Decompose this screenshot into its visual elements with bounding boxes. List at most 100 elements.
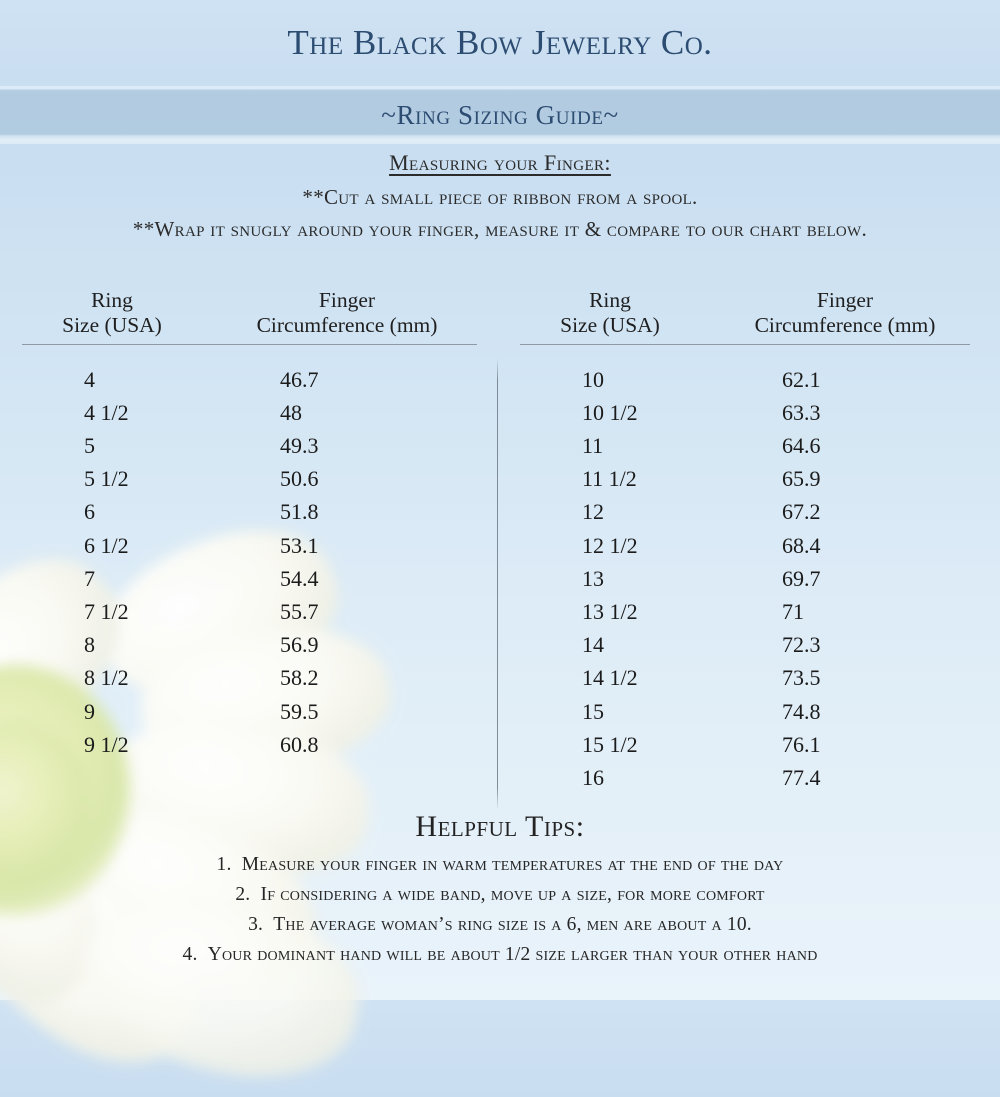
- column-header-circumference-line1: Finger: [816, 288, 874, 312]
- cell-ring-size: 15 1/2: [582, 731, 638, 757]
- tip-number: 1.: [216, 854, 242, 875]
- cell-circumference: 55.7: [280, 599, 319, 625]
- column-header-ring-size-line1: Ring: [589, 288, 631, 312]
- company-title: The Black Bow Jewelry Co.: [287, 23, 713, 62]
- table-row: 11 1/2 65.9: [520, 466, 990, 499]
- column-header-ring-size-line2: Size (USA): [560, 313, 660, 338]
- cell-ring-size: 14 1/2: [582, 665, 638, 691]
- table-row: 10 1/2 63.3: [520, 400, 990, 433]
- table-row: 12 1/2 68.4: [520, 533, 990, 566]
- column-header-ring-size: Ring Size (USA): [22, 288, 202, 339]
- tip-number: 3.: [248, 914, 274, 935]
- cell-circumference: 71: [782, 599, 804, 625]
- column-header-circumference-line1: Finger: [318, 288, 376, 312]
- cell-ring-size: 12: [582, 499, 604, 525]
- cell-circumference: 74.8: [782, 698, 821, 724]
- banner-title: ~Ring Sizing Guide~: [381, 99, 619, 130]
- table-row: 14 1/2 73.5: [520, 665, 990, 698]
- helpful-tips-heading: Helpful Tips:: [415, 810, 585, 843]
- cell-circumference: 56.9: [280, 632, 319, 658]
- cell-circumference: 49.3: [280, 433, 319, 459]
- table-column-divider: [497, 358, 498, 810]
- cell-circumference: 76.1: [782, 731, 821, 757]
- table-row: 10 62.1: [520, 367, 990, 400]
- cell-ring-size: 8: [84, 632, 95, 658]
- cell-ring-size: 4 1/2: [84, 399, 129, 425]
- cell-circumference: 48: [280, 399, 302, 425]
- table-row: 15 1/2 76.1: [520, 732, 990, 765]
- page-banner: ~Ring Sizing Guide~: [0, 86, 1000, 144]
- column-header-ring-size-line2: Size (USA): [62, 313, 162, 338]
- table-row: 5 1/2 50.6: [22, 466, 492, 499]
- cell-ring-size: 9: [84, 698, 95, 724]
- table-row: 4 1/2 48: [22, 400, 492, 433]
- table-row: 16 77.4: [520, 765, 990, 798]
- table-row: 12 67.2: [520, 499, 990, 532]
- table-header-row-right: Ring Size (USA) Finger Circumference (mm…: [520, 288, 990, 339]
- table-body-left: 4 46.7 4 1/2 48 5 49.3 5 1/2 50.6 6 51.8 6 1/2 53.1…: [22, 367, 492, 765]
- table-row: 8 1/2 58.2: [22, 665, 492, 698]
- table-body-right: 10 62.1 10 1/2 63.3 11 64.6 11 1/2 65.9 12 67.2 12…: [520, 367, 990, 798]
- cell-circumference: 63.3: [782, 399, 821, 425]
- cell-ring-size: 6: [84, 499, 95, 525]
- tip-text: The average woman’s ring size is a 6, me…: [273, 914, 752, 935]
- instructions-section: Measuring your Finger: **Cut a small pie…: [0, 150, 1000, 249]
- table-row: 7 54.4: [22, 566, 492, 599]
- helpful-tip-item: 4. Your dominant hand will be about 1/2 …: [0, 944, 1000, 966]
- table-row: 13 69.7: [520, 566, 990, 599]
- cell-circumference: 72.3: [782, 632, 821, 658]
- cell-ring-size: 6 1/2: [84, 532, 129, 558]
- cell-ring-size: 9 1/2: [84, 731, 129, 757]
- size-table-right: Ring Size (USA) Finger Circumference (mm…: [520, 288, 990, 798]
- column-header-circumference-line2: Circumference (mm): [754, 313, 936, 338]
- cell-circumference: 60.8: [280, 731, 319, 757]
- helpful-tip-item: 3. The average woman’s ring size is a 6,…: [0, 914, 1000, 936]
- tip-text: If considering a wide band, move up a si…: [260, 884, 765, 905]
- table-row: 11 64.6: [520, 433, 990, 466]
- table-row: 6 51.8: [22, 499, 492, 532]
- cell-circumference: 53.1: [280, 532, 319, 558]
- helpful-tips-list: 1. Measure your finger in warm temperatu…: [0, 854, 1000, 966]
- cell-circumference: 68.4: [782, 532, 821, 558]
- cell-circumference: 50.6: [280, 466, 319, 492]
- cell-ring-size: 10: [582, 366, 604, 392]
- cell-circumference: 64.6: [782, 433, 821, 459]
- cell-ring-size: 4: [84, 366, 95, 392]
- instructions-heading: Measuring your Finger:: [389, 150, 611, 175]
- table-header-row-left: Ring Size (USA) Finger Circumference (mm…: [22, 288, 492, 339]
- cell-circumference: 59.5: [280, 698, 319, 724]
- cell-ring-size: 10 1/2: [582, 399, 638, 425]
- column-header-circumference: Finger Circumference (mm): [202, 288, 492, 339]
- column-header-ring-size: Ring Size (USA): [520, 288, 700, 339]
- cell-ring-size: 5: [84, 433, 95, 459]
- cell-ring-size: 15: [582, 698, 604, 724]
- cell-circumference: 67.2: [782, 499, 821, 525]
- cell-ring-size: 13 1/2: [582, 599, 638, 625]
- table-row: 13 1/2 71: [520, 599, 990, 632]
- cell-circumference: 77.4: [782, 764, 821, 790]
- column-header-circumference: Finger Circumference (mm): [700, 288, 990, 339]
- cell-ring-size: 5 1/2: [84, 466, 129, 492]
- helpful-tips-section: Helpful Tips: 1. Measure your finger in …: [0, 810, 1000, 974]
- cell-ring-size: 13: [582, 565, 604, 591]
- cell-ring-size: 11: [582, 433, 604, 459]
- cell-circumference: 65.9: [782, 466, 821, 492]
- cell-circumference: 73.5: [782, 665, 821, 691]
- tip-text: Measure your finger in warm temperatures…: [241, 854, 784, 875]
- header-divider-rule: [520, 343, 970, 345]
- table-row: 4 46.7: [22, 367, 492, 400]
- cell-circumference: 51.8: [280, 499, 319, 525]
- tip-number: 4.: [182, 944, 208, 965]
- cell-circumference: 69.7: [782, 565, 821, 591]
- title-area: The Black Bow Jewelry Co.: [0, 0, 1000, 86]
- table-row: 7 1/2 55.7: [22, 599, 492, 632]
- size-chart: Ring Size (USA) Finger Circumference (mm…: [0, 288, 1000, 810]
- table-row: 9 59.5: [22, 699, 492, 732]
- tip-text: Your dominant hand will be about 1/2 siz…: [207, 944, 818, 965]
- cell-ring-size: 12 1/2: [582, 532, 638, 558]
- header-divider-rule: [22, 343, 477, 345]
- cell-ring-size: 11 1/2: [582, 466, 637, 492]
- instruction-line-1: **Cut a small piece of ribbon from a spo…: [302, 185, 698, 209]
- cell-circumference: 58.2: [280, 665, 319, 691]
- cell-ring-size: 7 1/2: [84, 599, 129, 625]
